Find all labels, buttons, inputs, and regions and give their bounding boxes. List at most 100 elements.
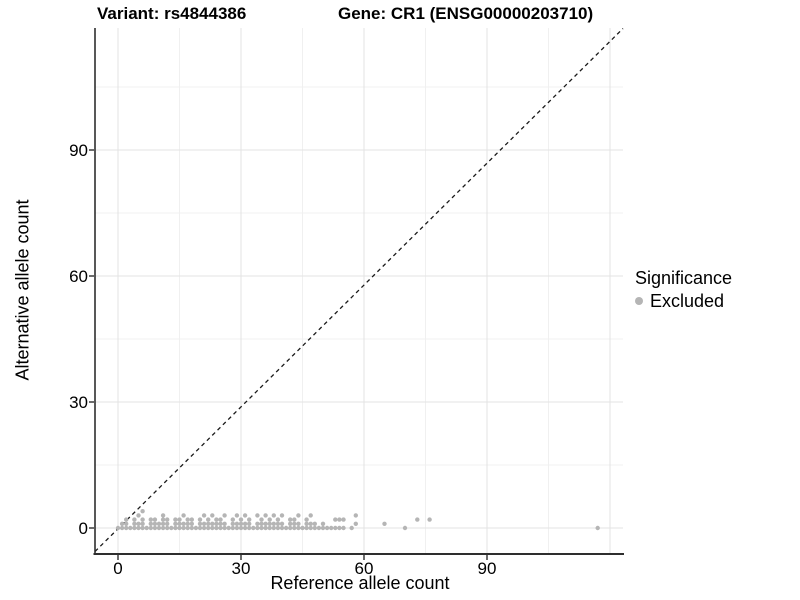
chart-title-gene: Gene: CR1 (ENSG00000203710) xyxy=(338,4,594,23)
data-point xyxy=(226,525,231,531)
data-point xyxy=(271,513,276,518)
data-point xyxy=(193,525,199,531)
data-point xyxy=(136,513,141,518)
data-point xyxy=(173,525,178,531)
data-point xyxy=(201,525,207,531)
data-point xyxy=(160,521,166,526)
x-tick-label: 0 xyxy=(113,559,122,578)
data-point xyxy=(140,509,145,514)
data-point xyxy=(271,521,276,526)
data-point xyxy=(230,521,235,526)
data-point xyxy=(156,525,162,531)
data-point xyxy=(165,525,170,531)
data-point xyxy=(177,525,182,531)
data-point xyxy=(341,517,346,522)
data-point xyxy=(296,525,301,531)
data-point xyxy=(263,525,268,531)
data-point xyxy=(242,525,248,531)
data-point xyxy=(329,525,334,531)
data-point xyxy=(214,525,219,531)
data-point xyxy=(206,525,211,531)
y-tick-label: 60 xyxy=(69,267,88,286)
data-point xyxy=(300,525,305,531)
data-point xyxy=(279,513,285,518)
data-point xyxy=(292,525,297,531)
x-tick-label: 90 xyxy=(478,559,497,578)
data-point xyxy=(337,517,342,522)
data-point xyxy=(181,525,186,531)
data-point xyxy=(402,525,408,531)
data-point xyxy=(218,521,223,526)
data-point xyxy=(259,521,264,526)
data-point xyxy=(206,517,211,522)
data-point xyxy=(275,525,281,531)
data-point xyxy=(177,517,182,522)
data-point xyxy=(255,513,260,518)
data-point xyxy=(218,525,223,531)
data-point xyxy=(222,521,227,526)
data-point xyxy=(304,525,309,531)
data-point xyxy=(222,525,227,531)
data-point xyxy=(288,521,293,526)
data-point xyxy=(292,517,297,522)
data-point xyxy=(218,517,223,522)
data-point xyxy=(259,517,264,522)
data-point xyxy=(189,521,194,526)
y-tick-label: 0 xyxy=(79,519,88,538)
data-point xyxy=(185,521,190,526)
data-point xyxy=(292,521,297,526)
data-point xyxy=(136,525,141,531)
data-point xyxy=(230,517,235,522)
data-point xyxy=(185,525,190,531)
data-point xyxy=(312,521,317,526)
data-point xyxy=(165,521,170,526)
data-point xyxy=(156,521,162,526)
data-point xyxy=(296,521,301,526)
data-point xyxy=(267,521,272,526)
x-axis-title: Reference allele count xyxy=(270,573,450,593)
data-point xyxy=(124,525,129,531)
data-point xyxy=(382,521,387,526)
data-point xyxy=(119,525,125,531)
data-point xyxy=(132,517,137,522)
data-point xyxy=(210,525,215,531)
data-point xyxy=(189,517,194,522)
data-point xyxy=(132,521,137,526)
data-point xyxy=(247,525,252,531)
data-point xyxy=(333,525,338,531)
data-point xyxy=(304,521,309,526)
data-point xyxy=(259,525,264,531)
legend-title: Significance xyxy=(635,268,733,288)
data-point xyxy=(263,513,268,518)
data-point xyxy=(115,525,121,531)
data-point xyxy=(275,517,281,522)
data-point xyxy=(165,517,170,522)
data-point xyxy=(324,525,330,531)
data-point xyxy=(296,513,301,518)
data-point xyxy=(214,517,219,522)
y-tick-label: 90 xyxy=(69,141,88,160)
data-point xyxy=(304,517,309,522)
data-point xyxy=(124,517,129,522)
data-point xyxy=(173,521,178,526)
data-point xyxy=(267,517,272,522)
data-point xyxy=(312,525,317,531)
data-point xyxy=(230,525,235,531)
data-point xyxy=(132,525,137,531)
data-point xyxy=(308,525,313,531)
data-point xyxy=(206,521,211,526)
data-point xyxy=(238,517,244,522)
data-point xyxy=(197,525,203,531)
x-tick-label: 60 xyxy=(355,559,374,578)
data-point xyxy=(308,513,313,518)
data-point xyxy=(152,517,158,522)
data-point xyxy=(185,517,190,522)
data-point xyxy=(197,521,203,526)
data-point xyxy=(128,525,133,531)
x-tick-label: 30 xyxy=(232,559,251,578)
data-point xyxy=(255,525,260,531)
chart-title-variant: Variant: rs4844386 xyxy=(97,4,247,23)
legend-excluded-dot-icon xyxy=(635,297,643,305)
data-point xyxy=(333,517,338,522)
